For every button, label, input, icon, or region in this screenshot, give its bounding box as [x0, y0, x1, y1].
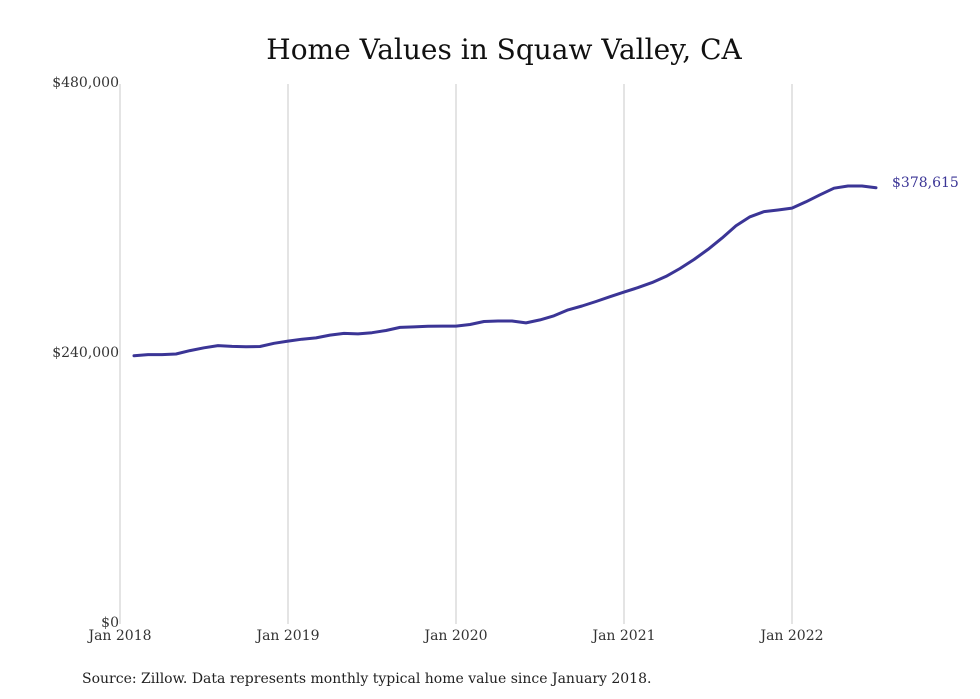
x-axis-ticks: Jan 2018 Jan 2019 Jan 2020 Jan 2021 Jan 2022: [86, 628, 823, 644]
x-tick-label: Jan 2021: [590, 628, 655, 644]
source-note: Source: Zillow. Data represents monthly …: [82, 671, 651, 687]
y-tick-label: $240,000: [52, 345, 119, 361]
chart-title: Home Values in Squaw Valley, CA: [266, 33, 742, 66]
y-axis-ticks: $480,000 $240,000 $0: [52, 75, 119, 631]
end-value-label: $378,615: [892, 175, 959, 191]
y-tick-label: $0: [101, 615, 119, 631]
y-tick-label: $480,000: [52, 75, 119, 91]
x-tick-label: Jan 2022: [758, 628, 823, 644]
x-tick-label: Jan 2020: [422, 628, 487, 644]
x-tick-label: Jan 2018: [86, 628, 151, 644]
x-tick-label: Jan 2019: [254, 628, 319, 644]
gridlines: [119, 84, 793, 624]
home-value-line: [132, 184, 878, 358]
